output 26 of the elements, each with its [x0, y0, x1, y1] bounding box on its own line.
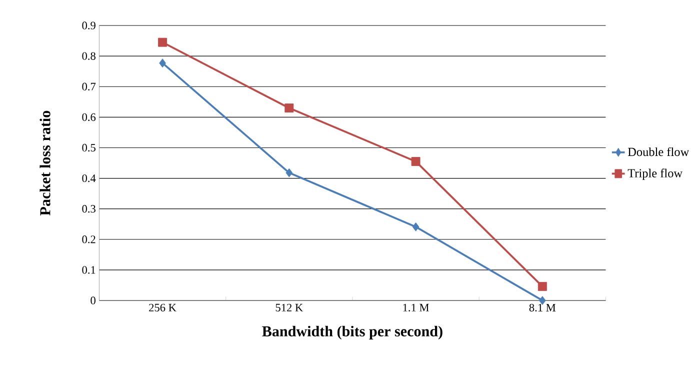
y-tick-label: 0.5	[82, 144, 96, 152]
point	[538, 282, 547, 291]
x-tick-label: 8.1 M	[529, 304, 556, 312]
y-tick-label: 0	[90, 296, 96, 304]
y-tick-label: 0.3	[82, 204, 96, 213]
y-axis-title: Packet loss ratio	[40, 110, 50, 216]
point	[539, 296, 546, 305]
y-tick-label: 0.7	[82, 82, 96, 90]
y-tick-label: 0.4	[82, 174, 96, 182]
y-tick-label: 0.1	[82, 266, 96, 274]
legend-label: Double flow	[628, 147, 690, 156]
point	[412, 222, 420, 232]
x-tick-label: 256 K	[149, 304, 176, 312]
y-tick-label: 0.2	[82, 236, 96, 244]
point	[286, 168, 293, 178]
legend-label: Triple flow	[628, 168, 683, 180]
x-axis-title: Bandwidth (bits per second)	[262, 326, 442, 340]
point	[159, 58, 166, 68]
point	[411, 157, 420, 166]
point	[284, 104, 294, 112]
y-tick-label: 0.9	[82, 22, 96, 30]
x-tick-label: 512 K	[276, 304, 304, 312]
point	[158, 38, 168, 47]
y-tick-label: 0.8	[82, 52, 96, 60]
y-tick-label: 0.6	[82, 113, 96, 122]
x-tick-label: 1.1 M	[403, 304, 429, 312]
